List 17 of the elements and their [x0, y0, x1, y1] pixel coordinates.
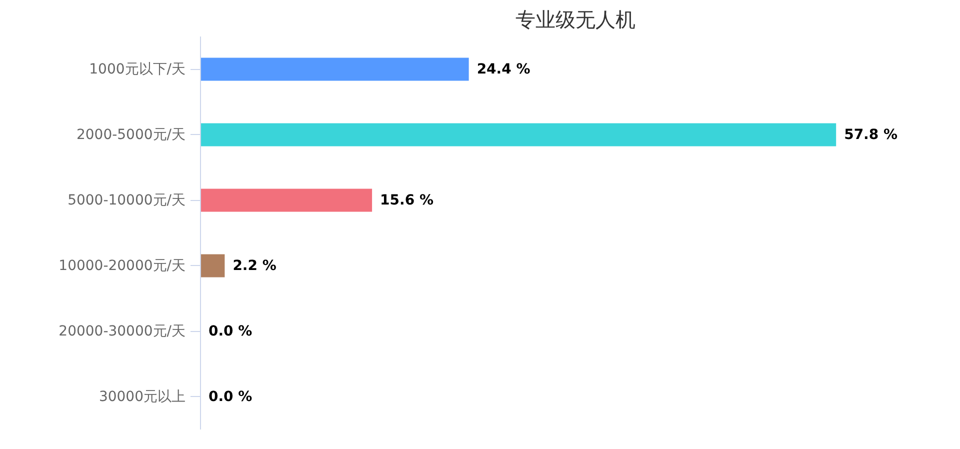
y-tick-label: 30000元以上: [98, 388, 186, 405]
data-label: 2.2 %: [232, 258, 276, 274]
bar: [200, 254, 225, 278]
data-label: 24.4 %: [476, 61, 530, 78]
bar: [200, 188, 372, 212]
data-label: 0.0 %: [208, 388, 252, 405]
data-label: 57.8 %: [844, 126, 898, 143]
bar: [200, 123, 836, 146]
chart-title: 专业级无人机: [516, 8, 636, 32]
data-label: 15.6 %: [380, 192, 434, 208]
y-tick-label: 1000元以下/天: [89, 61, 186, 78]
y-tick-label: 20000-30000元/天: [58, 323, 186, 340]
y-tick-label: 5000-10000元/天: [68, 192, 186, 208]
y-tick-label: 2000-5000元/天: [76, 126, 186, 143]
bar: [200, 58, 469, 81]
data-label: 0.0 %: [208, 323, 252, 340]
y-tick-label: 10000-20000元/天: [58, 258, 186, 274]
